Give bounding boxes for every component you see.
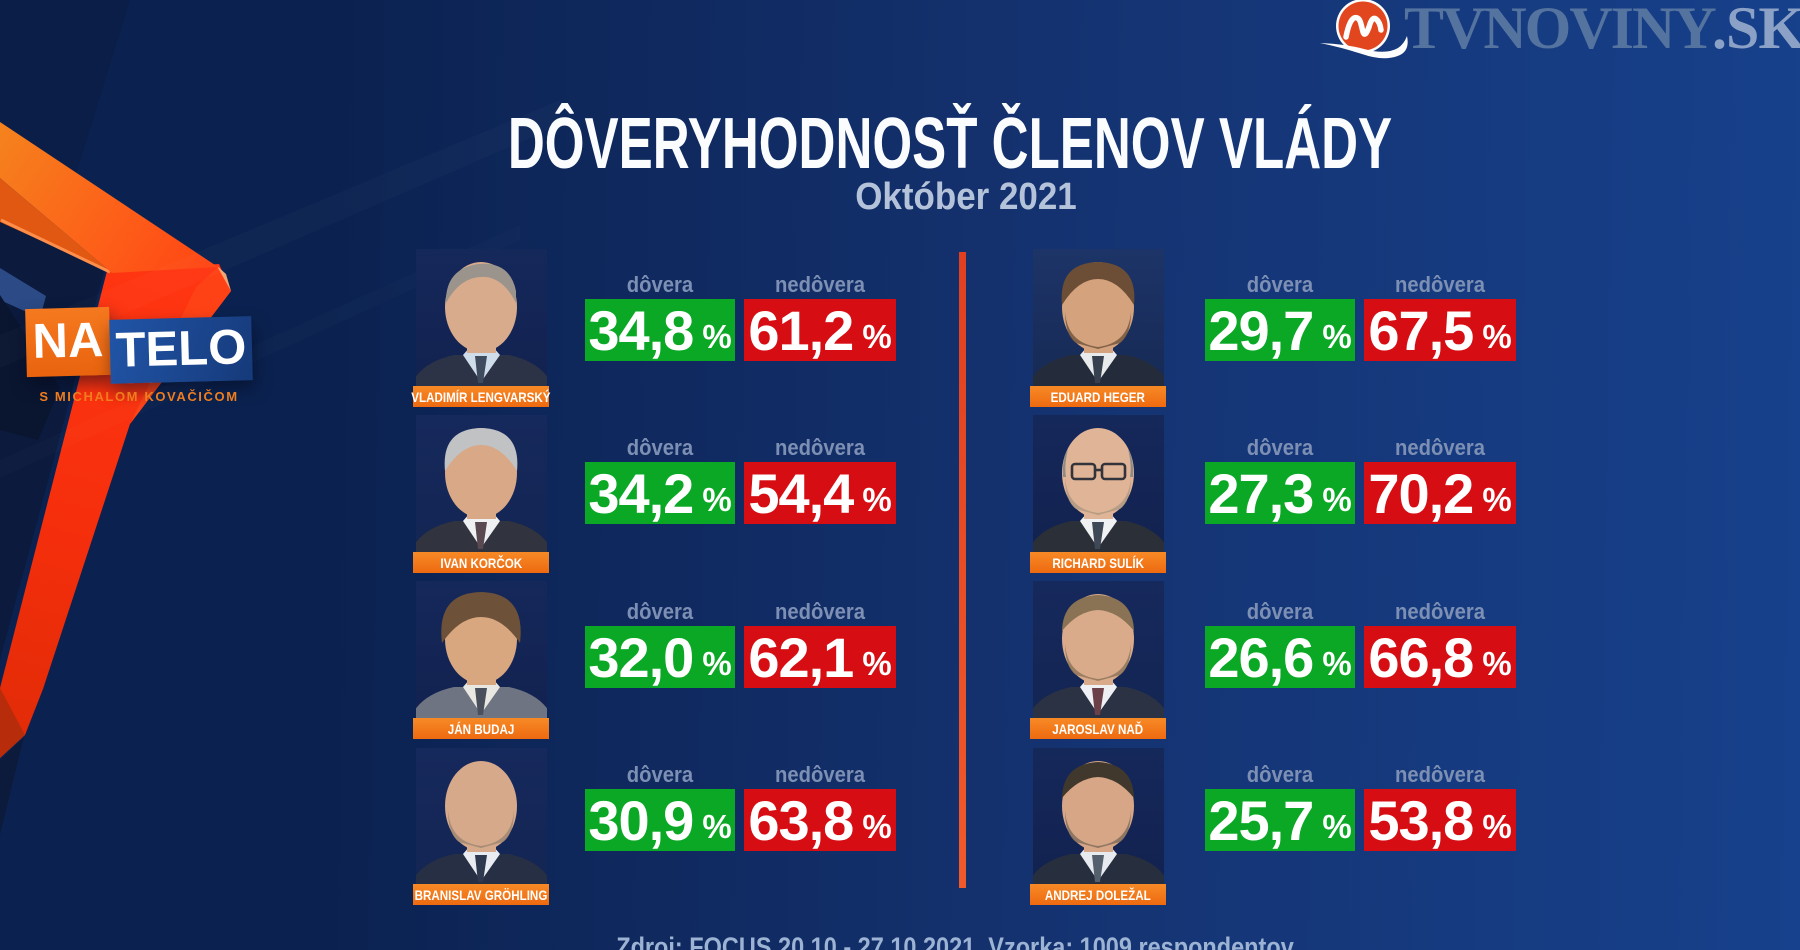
svg-text:TVNOVINY: TVNOVINY <box>1404 0 1716 61</box>
svg-text:.SK: .SK <box>1712 0 1800 61</box>
